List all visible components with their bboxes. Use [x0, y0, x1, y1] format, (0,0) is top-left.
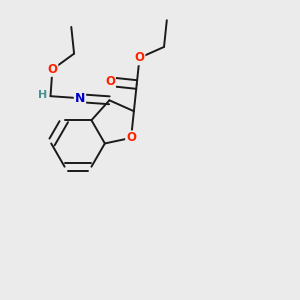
- Text: O: O: [126, 131, 136, 144]
- Text: O: O: [134, 51, 145, 64]
- Text: H: H: [38, 90, 47, 100]
- Text: O: O: [47, 63, 57, 76]
- Text: O: O: [105, 75, 115, 88]
- Text: N: N: [75, 92, 85, 105]
